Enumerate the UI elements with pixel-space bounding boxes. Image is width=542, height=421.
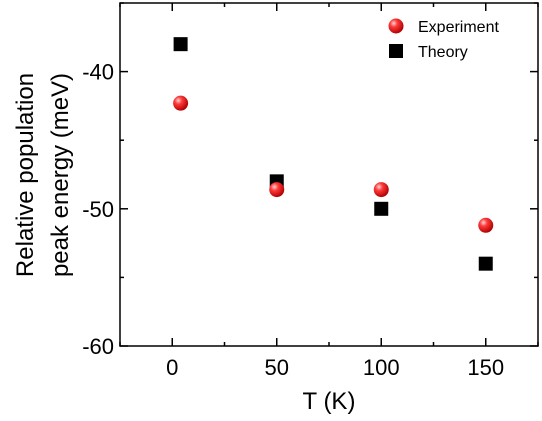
theory-point — [478, 256, 493, 271]
experiment-point — [373, 182, 389, 198]
legend-label-theory: Theory — [418, 44, 468, 61]
y-tick-label: -50 — [82, 197, 114, 222]
x-tick-label: 0 — [166, 355, 178, 380]
x-tick-label: 100 — [363, 355, 400, 380]
legend-label-experiment: Experiment — [418, 19, 499, 36]
x-axis-title: T (K) — [303, 388, 356, 415]
y-tick-label: -60 — [82, 334, 114, 359]
legend: Experiment Theory — [388, 18, 499, 61]
axis-ticks — [119, 2, 539, 347]
plot-frame — [119, 2, 539, 347]
legend-marker-theory — [389, 44, 403, 58]
experiment-point — [269, 182, 285, 198]
theory-point — [173, 37, 188, 52]
x-tick-label: 50 — [265, 355, 289, 380]
y-axis-title-line-2: peak energy (meV) — [47, 73, 74, 277]
legend-marker-experiment — [388, 18, 404, 34]
y-axis-title-line-1: Relative population — [12, 73, 39, 277]
experiment-point — [173, 95, 189, 111]
x-tick-label: 150 — [467, 355, 504, 380]
tick-labels: 0 50 100 150 -60 -50 -40 — [82, 60, 504, 380]
theory-point — [374, 201, 389, 216]
experiment-point — [478, 217, 494, 233]
data-points — [173, 37, 494, 271]
y-tick-label: -40 — [82, 60, 114, 85]
